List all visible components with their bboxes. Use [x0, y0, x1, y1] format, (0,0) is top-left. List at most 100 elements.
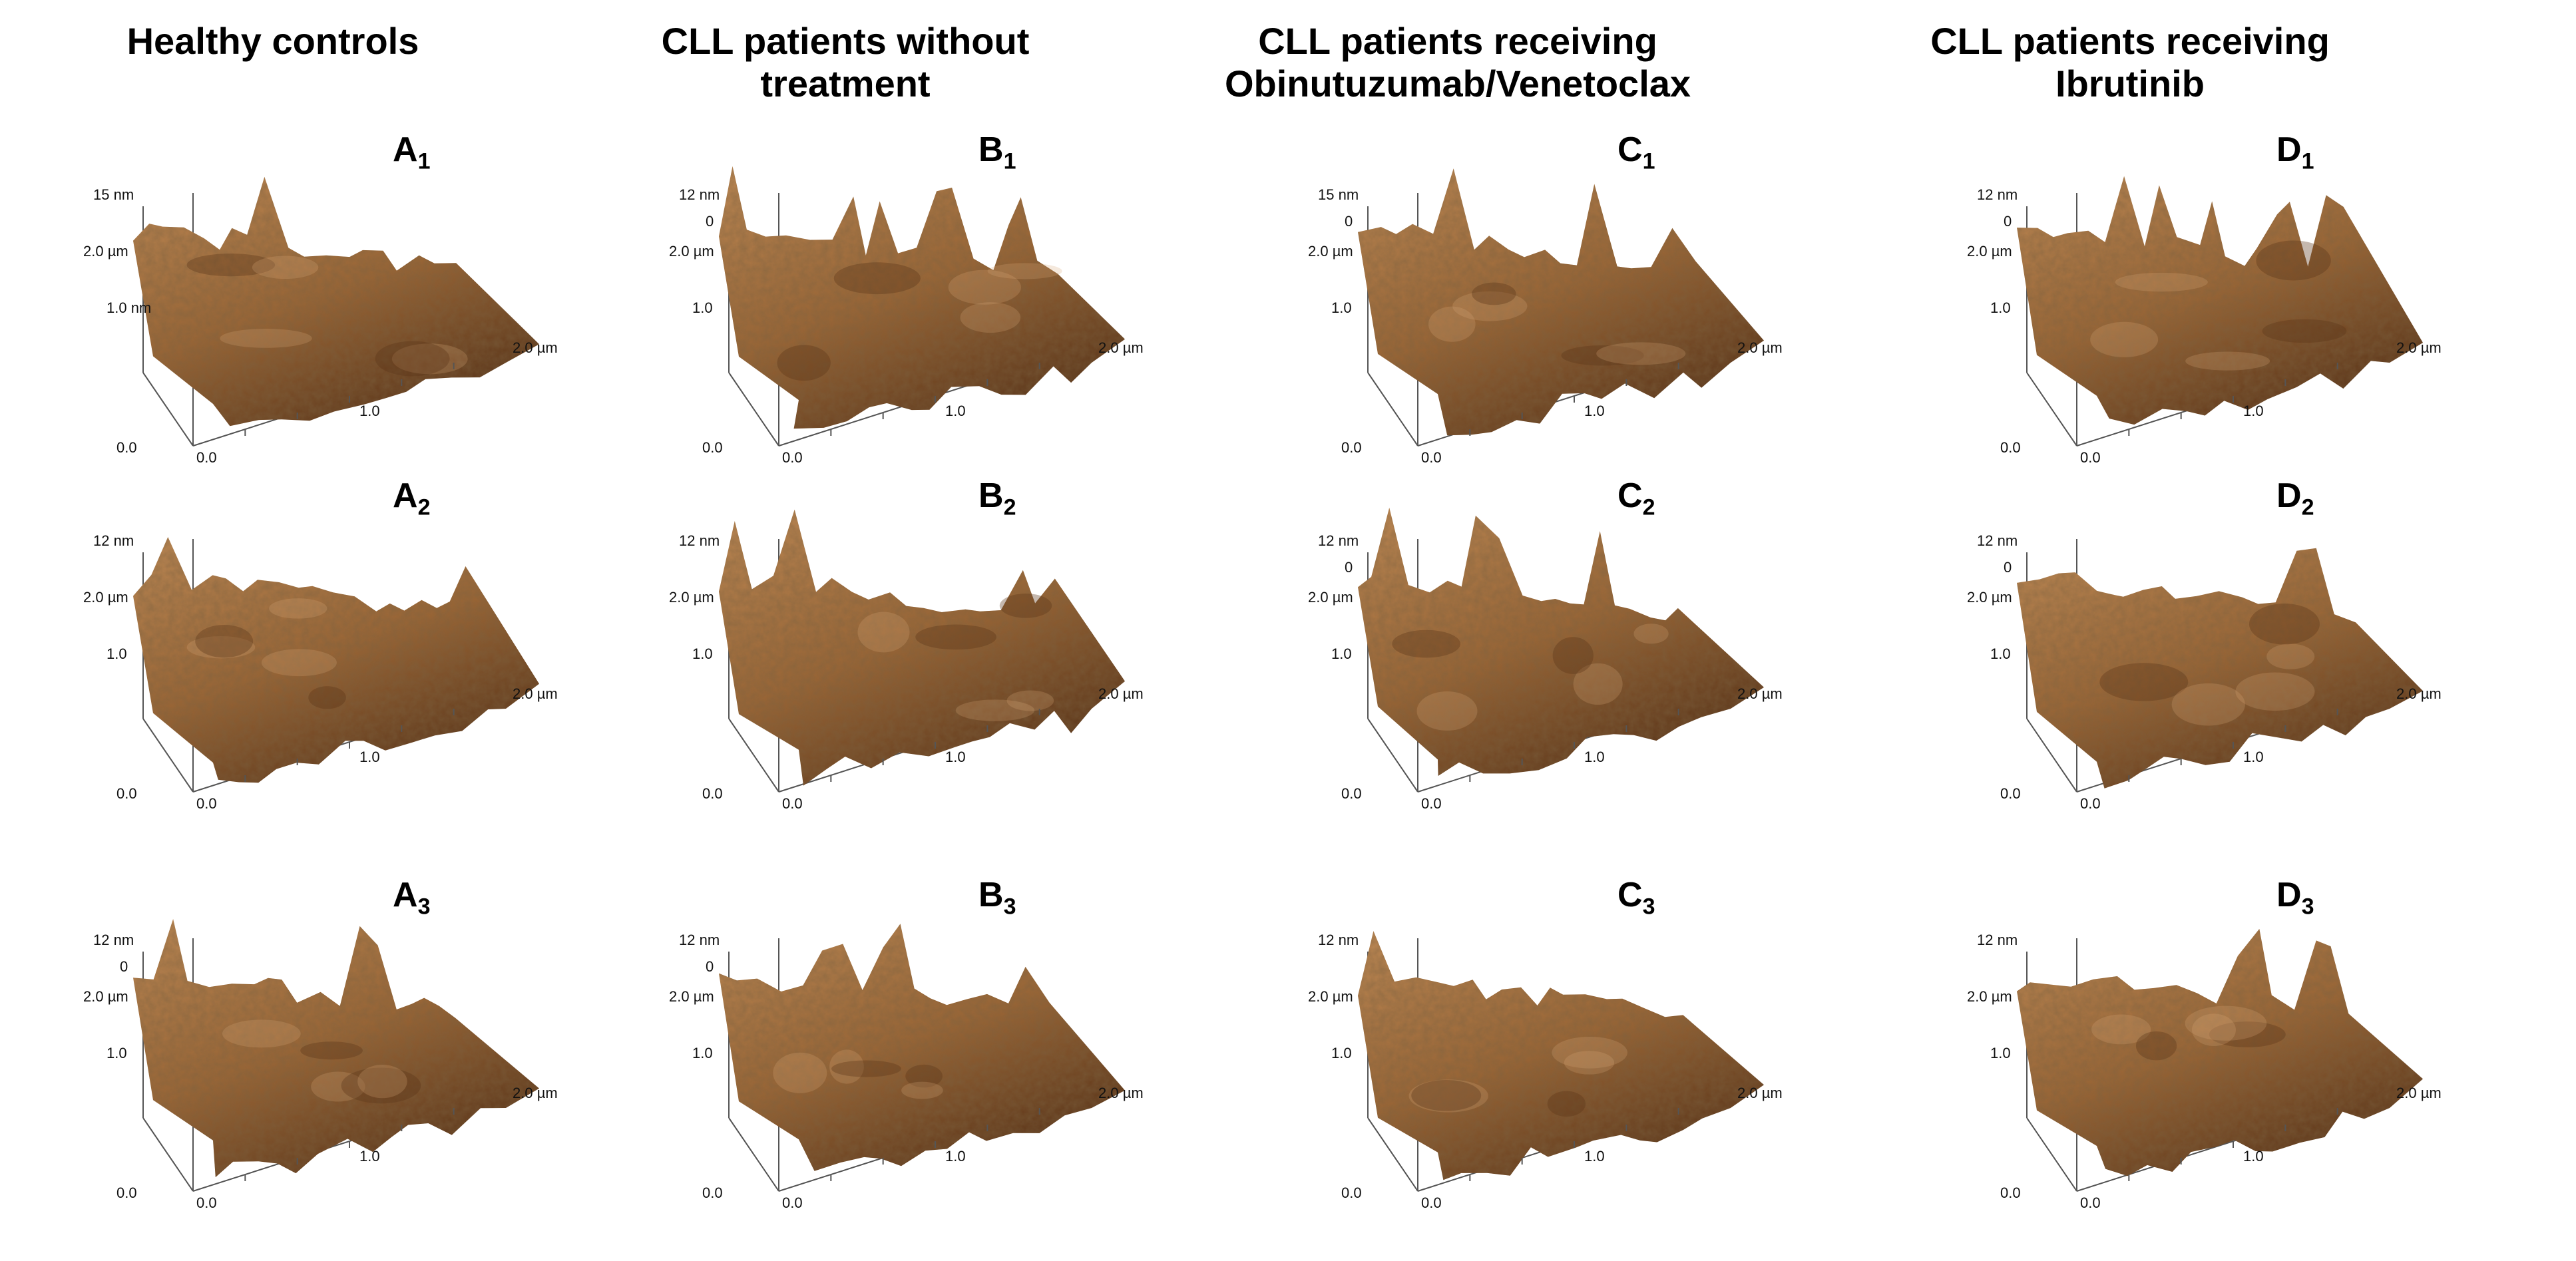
- afm-surface-texture: [1358, 507, 1764, 776]
- x-axis-origin-label: 0.0: [1421, 449, 1442, 466]
- surface-peak: [901, 1081, 943, 1099]
- afm-surface-texture: [2017, 176, 2423, 425]
- surface-peak: [1573, 663, 1623, 705]
- panel-label: D1: [2276, 130, 2314, 174]
- surface-peak: [773, 1052, 827, 1093]
- y-axis-line: [1367, 1117, 1418, 1192]
- surface-peak: [1408, 1079, 1488, 1113]
- x-axis-origin-label: 0.0: [196, 449, 217, 466]
- z-axis-max-label: 15 nm: [1318, 186, 1359, 203]
- y-axis-line: [728, 718, 779, 793]
- x-axis-mid-label: 1.0: [945, 1148, 966, 1165]
- y-axis-mid-label: 1.0: [1990, 645, 2011, 662]
- surface-valley: [1411, 1079, 1482, 1111]
- y-axis-max-label: 2.0 µm: [83, 243, 128, 260]
- x-axis-mid-label: 1.0: [2243, 403, 2264, 419]
- y-axis-line: [2026, 1117, 2077, 1192]
- surface-peak: [857, 612, 910, 653]
- y-axis-line: [2026, 372, 2077, 447]
- z-axis-max-label: 12 nm: [1318, 532, 1359, 549]
- surface-peak: [1596, 342, 1686, 365]
- surface-peak: [2185, 1005, 2267, 1041]
- surface-peak: [1006, 690, 1054, 711]
- afm-panel-a1: 15 nm 2.0 µm 1.0 nm 0.0 0.0 1.0 2.0 µm A1: [80, 130, 712, 506]
- panel-label: A1: [393, 130, 430, 174]
- x-axis-max-label: 2.0 µm: [1737, 1085, 1783, 1101]
- x-axis-origin-label: 0.0: [782, 449, 803, 466]
- afm-surface-texture: [719, 924, 1125, 1171]
- column-header-line: CLL patients receiving: [1258, 20, 1657, 62]
- z-axis-zero-label: 0: [706, 213, 714, 230]
- y-axis-origin-label: 0.0: [116, 785, 137, 802]
- y-axis-origin-label: 0.0: [2000, 785, 2021, 802]
- y-axis-mid-label: 1.0: [107, 1045, 127, 1061]
- z-axis-max-label: 12 nm: [93, 532, 134, 549]
- z-axis-max-label: 15 nm: [93, 186, 134, 203]
- y-axis-origin-label: 0.0: [1341, 1184, 1362, 1201]
- panel-subscript: 2: [1003, 494, 1016, 520]
- y-axis-line: [142, 718, 194, 793]
- column-header-line: Obinutuzumab/Venetoclax: [1224, 63, 1691, 104]
- afm-surface-plot: [1358, 931, 1764, 1192]
- x-axis-mid-label: 1.0: [359, 1148, 380, 1165]
- x-axis-max-label: 2.0 µm: [1737, 339, 1783, 356]
- surface-peak: [1452, 291, 1528, 321]
- y-axis-origin-label: 0.0: [1341, 439, 1362, 456]
- panel-letter: D: [2276, 130, 2302, 169]
- panel-label: B2: [978, 476, 1016, 520]
- panel-subscript: 2: [2301, 494, 2314, 520]
- panel-letter: C: [1617, 130, 1643, 169]
- surface-peak: [357, 1065, 407, 1099]
- y-axis-max-label: 2.0 µm: [669, 988, 714, 1005]
- panel-label: D2: [2276, 476, 2314, 520]
- y-axis-line: [142, 372, 194, 447]
- surface-valley: [1561, 345, 1644, 366]
- afm-panel-c1: 15 nm 0 2.0 µm 1.0 0.0 0.0 1.0 2.0 µm C1: [1305, 130, 1937, 506]
- x-axis-max-label: 2.0 µm: [513, 1085, 558, 1101]
- surface-peak: [2192, 1013, 2236, 1047]
- panel-letter: A: [393, 476, 418, 515]
- panel-letter: B: [978, 876, 1004, 914]
- y-axis-origin-label: 0.0: [2000, 439, 2021, 456]
- surface-peak: [269, 598, 327, 619]
- y-axis-line: [728, 1117, 779, 1192]
- z-axis-zero-label: 0: [706, 958, 714, 975]
- y-axis-line: [728, 372, 779, 447]
- surface-valley: [308, 686, 346, 709]
- panel-subscript: 3: [2301, 894, 2314, 920]
- afm-surface-texture: [133, 919, 539, 1178]
- afm-panel-a3: 12 nm 0 2.0 µm 1.0 0.0 0.0 1.0 2.0 µm A3: [80, 876, 712, 1251]
- surface-valley: [833, 262, 921, 295]
- x-axis-origin-label: 0.0: [2080, 449, 2101, 466]
- panel-subscript: 3: [417, 894, 431, 920]
- afm-surface-plot: [133, 176, 539, 447]
- y-axis-max-label: 2.0 µm: [1967, 988, 2012, 1005]
- afm-surface-plot: [719, 924, 1125, 1192]
- afm-surface-plot: [133, 537, 539, 793]
- afm-surface-plot: [2017, 539, 2423, 793]
- y-axis-mid-label: 1.0: [692, 645, 713, 662]
- afm-surface-plot: [1358, 507, 1764, 793]
- surface-peak: [186, 635, 256, 659]
- surface-valley: [999, 594, 1052, 618]
- panel-letter: B: [978, 130, 1004, 169]
- y-axis-line: [2026, 718, 2077, 793]
- x-axis-mid-label: 1.0: [1584, 1148, 1605, 1165]
- afm-surface-plot: [133, 919, 539, 1192]
- afm-surface-plot: [719, 166, 1125, 447]
- x-axis-max-label: 2.0 µm: [2396, 1085, 2442, 1101]
- column-header-line: treatment: [760, 63, 931, 104]
- panel-subscript: 2: [417, 494, 431, 520]
- panel-subscript: 3: [1003, 894, 1016, 920]
- afm-surface-texture: [2017, 548, 2423, 789]
- z-axis-zero-label: 0: [2004, 213, 2012, 230]
- z-axis-zero-label: 0: [120, 958, 128, 975]
- surface-valley: [831, 1060, 901, 1077]
- panel-label: B3: [978, 875, 1016, 920]
- afm-surface-texture: [719, 166, 1125, 429]
- y-axis-mid-label: 1.0: [692, 299, 713, 316]
- column-header-line: Ibrutinib: [2055, 63, 2205, 104]
- afm-panel-d3: 12 nm 2.0 µm 1.0 0.0 0.0 1.0 2.0 µm D3: [1964, 876, 2576, 1251]
- x-axis-mid-label: 1.0: [359, 749, 380, 765]
- surface-peak: [1564, 1051, 1615, 1075]
